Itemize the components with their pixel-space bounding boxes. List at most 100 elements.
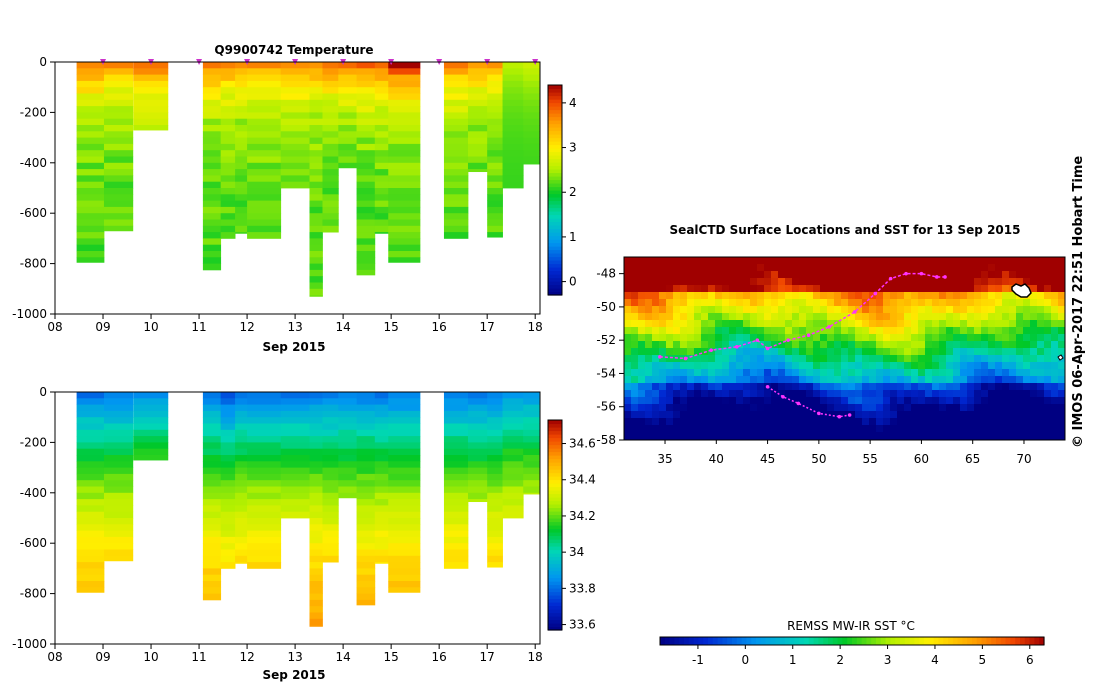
sst-cell [750,264,758,272]
profile-cell [502,423,524,431]
y-tick-label: -1000 [12,637,47,651]
sst-cell [1023,271,1031,279]
colorbar-segment [548,113,562,118]
sst-cell [743,341,751,349]
colorbar-segment [548,186,562,191]
sst-cell [757,264,765,272]
profile-cell [202,593,222,601]
profile-cell [280,93,310,101]
sst-cell [925,348,933,356]
sst-cell [729,369,737,377]
sst-colorbar-segment [746,637,752,645]
sst-cell [820,341,828,349]
profile-cell [103,473,134,481]
colorbar-segment [548,577,562,582]
sst-cell [1016,425,1024,433]
sst-cell [848,313,856,321]
profile-cell [309,536,323,544]
profile-cell [322,169,339,176]
sst-cell [638,348,646,356]
profile-cell [133,118,169,126]
profile-cell [220,200,236,208]
colorbar-segment [548,95,562,100]
profile-cell [280,461,310,468]
sst-cell [750,425,758,433]
profile-cell [502,404,524,412]
sst-cell [1023,383,1031,391]
sst-cell [631,432,639,440]
profile-cell [322,392,339,399]
sst-cell [631,341,639,349]
sst-cell [778,432,786,440]
profile-cell [133,80,169,88]
profile-cell [502,112,524,120]
sst-cell [820,404,828,412]
sst-cell [918,411,926,419]
profile-cell [309,118,323,126]
profile-cell [443,524,469,531]
profile-cell [220,74,236,82]
sst-cell [911,418,919,426]
profile-cell [235,219,248,227]
profile-cell [202,562,222,569]
sst-cell [813,432,821,440]
sst-cell [967,285,975,293]
profile-cell [322,549,339,557]
profile-cell [523,392,540,399]
profile-cell [76,68,105,75]
sst-cell [1044,292,1052,300]
sst-cell [729,299,737,307]
sst-cell [757,271,765,279]
profile-cell [443,448,469,456]
sst-cell [827,285,835,293]
profile-cell [388,429,421,437]
profile-cell [103,74,134,82]
colorbar-segment [548,99,562,104]
sst-cell [673,334,681,342]
sst-cell [946,432,954,440]
sst-cell [862,271,870,279]
profile-cell [356,232,376,239]
sst-cell [743,390,751,398]
profile-cell [443,530,469,538]
sst-cell [708,383,716,391]
profile-cell [202,213,222,220]
sst-cell [883,432,891,440]
sst-cell [1051,320,1059,328]
profile-cell [202,93,222,101]
sst-cell [981,341,989,349]
sst-cell [680,390,688,398]
sst-cell [897,362,905,370]
profile-cell [247,225,282,233]
profile-cell [103,125,134,132]
profile-cell [356,188,376,195]
sst-cell [841,383,849,391]
sst-cell [1044,425,1052,433]
sst-cell [792,390,800,398]
sst-cell [988,264,996,272]
sst-cell [918,278,926,286]
colorbar-segment [548,465,562,470]
sst-cell [799,257,807,265]
profile-cell [322,62,339,69]
sst-cell [659,362,667,370]
profile-cell [280,442,310,450]
sst-cell [743,425,751,433]
profile-cell [443,392,469,399]
profile-cell [487,162,503,170]
sst-cell [1016,278,1024,286]
sst-cell [771,264,779,272]
sst-cell [834,278,842,286]
sst-cell [855,355,863,363]
profile-cell [247,143,282,151]
profile-cell [388,486,421,494]
profile-cell [374,68,389,75]
profile-cell [220,562,236,569]
sst-cell [624,369,632,377]
sst-cell [1030,362,1038,370]
sst-cell [876,257,884,265]
sst-cell [1016,432,1024,440]
profile-cell [202,80,222,88]
sst-cell [1037,348,1045,356]
sst-cell [631,425,639,433]
